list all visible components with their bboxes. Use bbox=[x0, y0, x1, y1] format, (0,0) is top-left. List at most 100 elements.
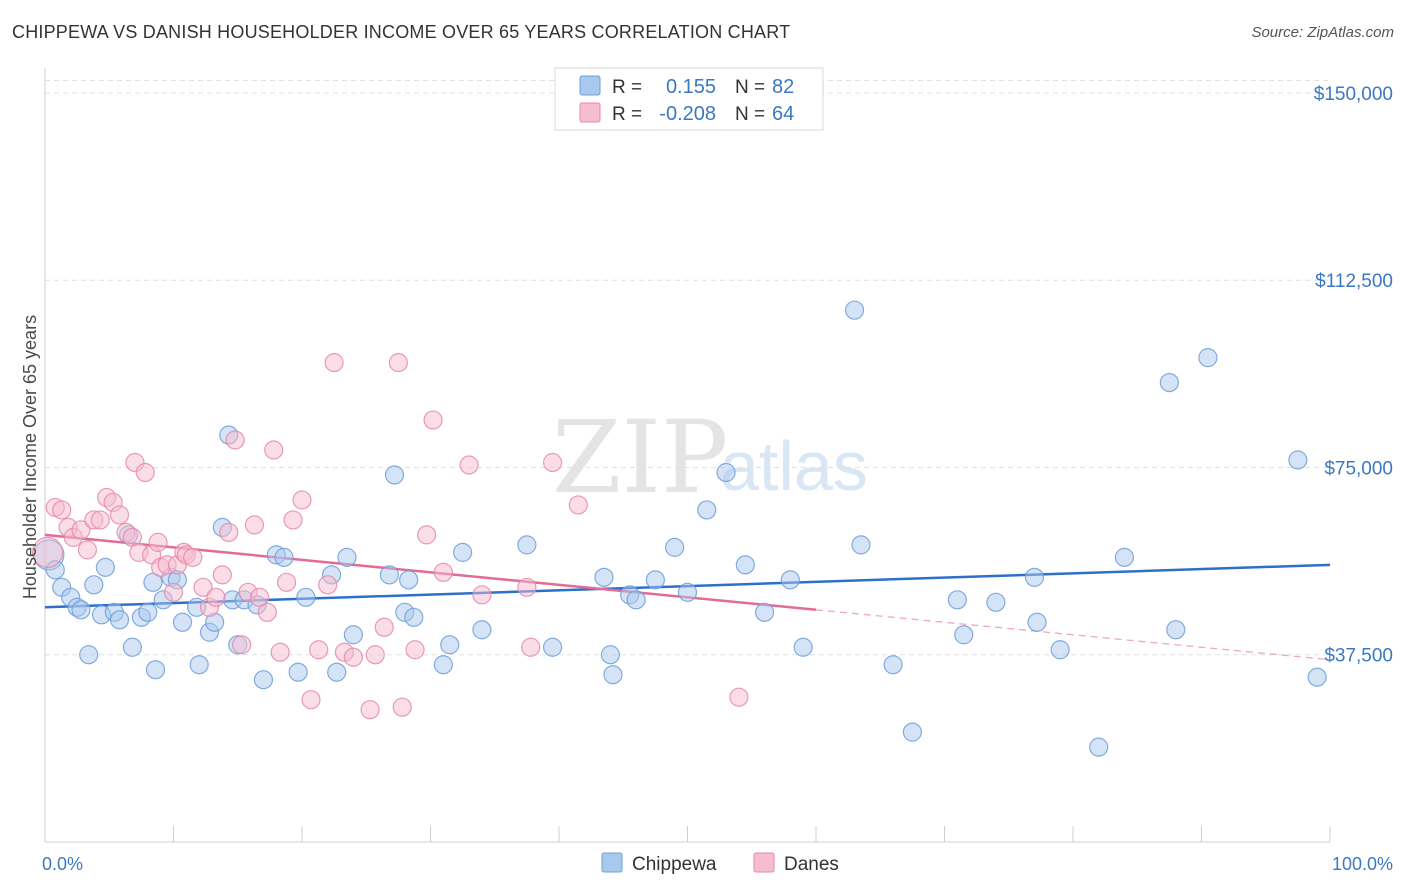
stats-swatch-chippewa bbox=[579, 75, 601, 96]
data-point-chippewa bbox=[1050, 640, 1070, 660]
data-point-danes bbox=[309, 640, 329, 660]
stats-n-value: 82 bbox=[772, 76, 794, 98]
data-point-danes bbox=[517, 577, 537, 597]
data-point-danes bbox=[472, 585, 492, 605]
source-credit: Source: ZipAtlas.com bbox=[1251, 24, 1394, 41]
data-point-chippewa bbox=[274, 547, 294, 567]
trend-line-extension-danes bbox=[815, 609, 1331, 661]
data-point-danes bbox=[212, 565, 232, 585]
data-point-danes bbox=[283, 510, 303, 530]
tick-labels: $37,500 $75,000 $112,500 $150,000 0.0% 100.0% bbox=[42, 84, 1393, 874]
stats-r-value: 0.155 bbox=[666, 76, 716, 98]
data-point-danes bbox=[52, 500, 72, 520]
data-point-danes bbox=[219, 522, 239, 543]
legend-label-danes: Danes bbox=[784, 854, 839, 875]
watermark-atlas: atlas bbox=[720, 427, 868, 505]
data-point-danes bbox=[729, 687, 749, 707]
data-point-danes bbox=[521, 637, 541, 657]
data-point-chippewa bbox=[665, 537, 685, 557]
data-point-chippewa bbox=[1027, 612, 1047, 632]
data-point-chippewa bbox=[735, 555, 755, 575]
data-point-chippewa bbox=[122, 637, 142, 657]
data-point-chippewa bbox=[296, 587, 316, 607]
data-point-chippewa bbox=[947, 590, 967, 610]
data-point-chippewa bbox=[594, 567, 614, 587]
y-tick-label: $37,500 bbox=[1324, 646, 1393, 667]
data-point-chippewa bbox=[697, 500, 717, 520]
data-point-chippewa bbox=[145, 660, 166, 680]
legend-swatch-danes bbox=[753, 852, 775, 873]
x-tick-label: 100.0% bbox=[1332, 854, 1393, 874]
data-point-chippewa bbox=[337, 547, 357, 567]
data-point-chippewa bbox=[84, 575, 104, 595]
data-point-chippewa bbox=[472, 620, 492, 640]
data-point-chippewa bbox=[288, 662, 308, 682]
data-point-danes bbox=[264, 440, 284, 460]
x-tick-label: 0.0% bbox=[42, 854, 83, 874]
data-point-danes bbox=[257, 602, 277, 622]
y-tick-label: $75,000 bbox=[1324, 458, 1393, 479]
data-point-chippewa bbox=[716, 462, 736, 483]
data-point-danes bbox=[232, 635, 252, 655]
data-point-danes bbox=[568, 495, 588, 515]
data-point-chippewa bbox=[851, 535, 871, 555]
data-point-chippewa bbox=[603, 665, 623, 685]
data-point-danes bbox=[405, 640, 425, 660]
data-point-chippewa bbox=[844, 300, 865, 320]
data-point-danes bbox=[244, 515, 265, 535]
stats-r-value: -0.208 bbox=[659, 103, 716, 125]
data-point-danes bbox=[183, 547, 203, 567]
stats-swatch-danes bbox=[579, 102, 601, 123]
data-point-chippewa bbox=[1288, 450, 1308, 470]
data-point-chippewa bbox=[645, 570, 665, 590]
data-point-chippewa bbox=[1198, 348, 1218, 368]
data-point-chippewa bbox=[399, 570, 419, 590]
data-point-chippewa bbox=[433, 655, 453, 675]
data-point-danes bbox=[388, 353, 408, 373]
data-point-chippewa bbox=[517, 535, 537, 555]
data-point-chippewa bbox=[404, 607, 424, 627]
data-point-danes bbox=[148, 532, 168, 552]
stats-r-label: R = bbox=[612, 77, 642, 98]
data-point-chippewa bbox=[1024, 567, 1045, 587]
data-point-danes bbox=[365, 645, 385, 665]
data-point-danes bbox=[459, 455, 479, 475]
data-point-chippewa bbox=[1114, 547, 1135, 567]
chart-title: CHIPPEWA VS DANISH HOUSEHOLDER INCOME OV… bbox=[12, 22, 791, 42]
data-point-chippewa bbox=[172, 612, 193, 632]
data-point-chippewa bbox=[902, 722, 922, 742]
data-point-chippewa bbox=[677, 582, 698, 602]
data-point-danes bbox=[109, 505, 130, 525]
data-point-chippewa bbox=[1307, 667, 1327, 687]
data-point-danes bbox=[360, 700, 380, 720]
data-point-danes bbox=[31, 536, 64, 568]
stats-legend: R = 0.155 N = 82 R = -0.208 N = 64 bbox=[554, 67, 824, 131]
data-point-chippewa bbox=[79, 645, 99, 665]
data-point-danes bbox=[374, 617, 394, 637]
data-point-chippewa bbox=[793, 637, 813, 657]
stats-n-label: N = bbox=[735, 77, 765, 98]
data-point-danes bbox=[206, 587, 226, 607]
data-point-chippewa bbox=[384, 465, 405, 485]
data-point-chippewa bbox=[883, 655, 903, 675]
data-point-chippewa bbox=[600, 645, 621, 665]
data-point-chippewa bbox=[954, 625, 974, 645]
stats-n-label: N = bbox=[735, 104, 765, 125]
data-point-chippewa bbox=[453, 542, 473, 562]
data-point-danes bbox=[417, 525, 437, 545]
data-point-chippewa bbox=[986, 592, 1006, 612]
data-point-danes bbox=[423, 410, 443, 430]
axes bbox=[44, 68, 1331, 843]
data-point-chippewa bbox=[327, 662, 347, 682]
legend-label-chippewa: Chippewa bbox=[632, 854, 717, 875]
legend-swatch-chippewa bbox=[601, 852, 623, 873]
data-point-danes bbox=[163, 582, 184, 602]
data-point-chippewa bbox=[1166, 620, 1186, 640]
data-point-chippewa bbox=[189, 655, 209, 675]
series-legend: Chippewa Danes bbox=[601, 852, 839, 875]
data-point-chippewa bbox=[253, 670, 274, 690]
data-point-danes bbox=[77, 540, 98, 560]
data-point-chippewa bbox=[45, 560, 65, 580]
data-point-chippewa bbox=[379, 565, 399, 585]
